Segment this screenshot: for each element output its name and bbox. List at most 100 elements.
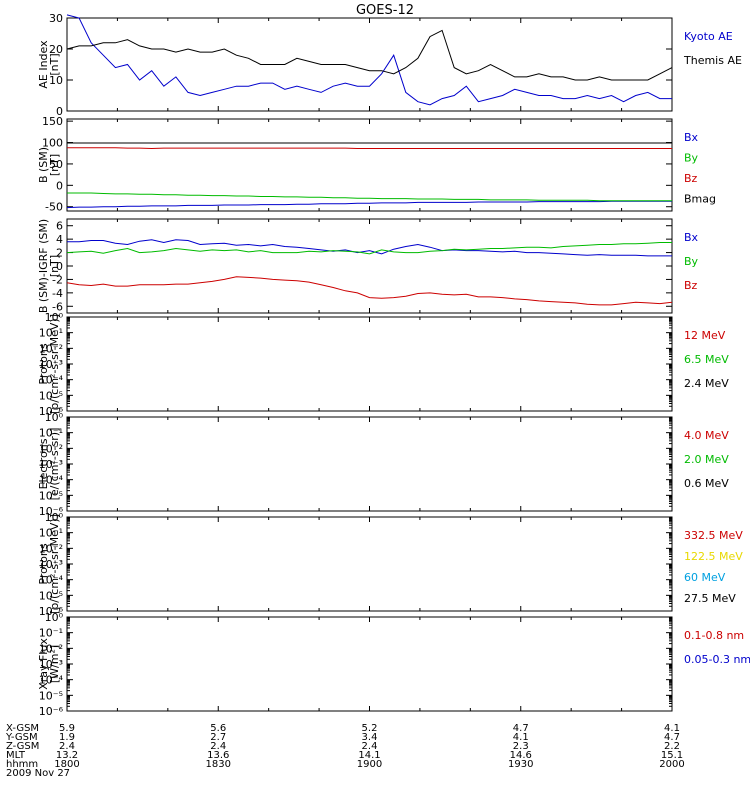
axis-value: 4.1 — [664, 723, 680, 734]
axis-value: 2.3 — [513, 741, 529, 752]
y-tick-label: 10⁻² — [39, 442, 63, 455]
axis-value: 2.4 — [59, 741, 75, 752]
y-tick-label: 10⁰ — [45, 511, 64, 524]
legend-item: 12 MeV — [684, 329, 726, 342]
y-tick-label: 0 — [56, 260, 63, 273]
legend-item: Bx — [684, 231, 699, 244]
series-line-bz — [66, 276, 673, 306]
y-tick-label: 10⁻⁴ — [39, 674, 64, 687]
legend-item: Bz — [684, 279, 698, 292]
legend-item: By — [684, 152, 699, 165]
y-axis-unit: [p/(cm²-s-sr-MeV)] — [48, 314, 61, 414]
y-tick-label: 10⁻¹ — [39, 627, 63, 640]
panel-frame — [66, 516, 673, 612]
axis-row-label: hhmm — [6, 759, 38, 770]
legend-item: Themis AE — [683, 54, 742, 67]
legend-item: By — [684, 255, 699, 268]
y-axis-label: B (SM)-IGRF (SM) — [37, 219, 50, 313]
y-axis-label: AE Index — [37, 40, 50, 89]
y-tick-label: 10⁻² — [39, 342, 63, 355]
legend-item: Bmag — [684, 193, 716, 206]
panel-frame — [66, 416, 673, 512]
y-tick-label: 50 — [49, 158, 63, 171]
y-tick-label: 10⁻⁵ — [39, 489, 63, 502]
y-tick-label: 10⁻⁵ — [39, 589, 63, 602]
y-tick-label: 10⁻¹ — [39, 427, 63, 440]
legend-item: 6.5 MeV — [684, 353, 729, 366]
y-tick-label: 10⁻⁵ — [39, 689, 63, 702]
axis-row-label: X-GSM — [6, 723, 39, 734]
axis-value: 4.1 — [513, 732, 529, 743]
axis-row-label: MLT — [6, 750, 26, 761]
axis-value: 1930 — [508, 759, 533, 770]
axis-value: 13.6 — [207, 750, 229, 761]
axis-value: 1.9 — [59, 732, 75, 743]
y-axis-unit: [e/(cm²-s-sr)] — [48, 428, 61, 501]
y-tick-label: 10⁻⁴ — [39, 574, 64, 587]
panel-frame — [66, 218, 673, 314]
legend-item: 332.5 MeV — [684, 529, 743, 542]
chart-title: GOES-12 — [356, 3, 414, 18]
y-axis-label: Xray Flux — [37, 638, 50, 690]
axis-value: 2.4 — [362, 741, 378, 752]
axis-value: 15.1 — [661, 750, 683, 761]
axis-value: 5.2 — [362, 723, 378, 734]
panel-electrons: 10⁰ 10⁻¹ 10⁻² 10⁻³ 10⁻⁴ 10⁻⁵ 10⁻⁶ Electrons[e/(… — [37, 411, 729, 518]
legend-item: 2.4 MeV — [684, 377, 729, 390]
panel-b: -50 0 50 100 150 B (SM)[nT] Bx By Bz Bmag — [37, 115, 716, 214]
y-axis-unit: [p/(cm²-s-sr-MeV)] — [48, 514, 61, 614]
y-tick-label: 2 — [56, 247, 63, 260]
y-axis-label: Protons — [37, 543, 50, 584]
y-tick-label: 10⁻³ — [39, 558, 63, 571]
y-tick-label: 100 — [42, 137, 63, 150]
y-tick-label: 10⁻² — [39, 642, 63, 655]
y-tick-label: 10⁰ — [45, 411, 64, 424]
y-tick-label: 30 — [49, 12, 63, 25]
y-tick-label: 10⁻⁶ — [39, 405, 64, 418]
series-line-kyoto-ae — [66, 14, 672, 106]
y-tick-label: -6 — [52, 300, 63, 313]
series-line-by — [66, 242, 672, 255]
legend-item: 0.05-0.3 nm — [684, 653, 750, 666]
panel-xray: 10⁰ 10⁻¹ 10⁻² 10⁻³ 10⁻⁴ 10⁻⁵ 10⁻⁶ Xray Flux[W/m… — [37, 611, 750, 718]
legend-item: 60 MeV — [684, 571, 726, 584]
y-tick-label: 10 — [49, 74, 63, 87]
y-tick-label: 10⁻⁶ — [39, 605, 64, 618]
panel-frame — [66, 316, 673, 412]
axis-value: 14.6 — [510, 750, 532, 761]
y-axis-label: Electrons — [37, 438, 50, 489]
legend-item: Bx — [684, 131, 699, 144]
axis-value: 1800 — [54, 759, 79, 770]
axis-value: 2.2 — [664, 741, 680, 752]
y-tick-label: 6 — [56, 220, 63, 233]
legend-item: Kyoto AE — [684, 30, 733, 43]
y-tick-label: 10⁻¹ — [39, 327, 63, 340]
axis-value: 3.4 — [362, 732, 378, 743]
y-axis-unit: [nT] — [48, 255, 61, 277]
panel-protons2: 10⁰ 10⁻¹ 10⁻² 10⁻³ 10⁻⁴ 10⁻⁵ 10⁻⁶ Protons[p/(cm… — [37, 511, 743, 618]
axis-row-label: Z-GSM — [6, 741, 39, 752]
y-tick-label: 10⁻² — [39, 542, 63, 555]
y-tick-label: 20 — [49, 43, 63, 56]
axis-value: 2.7 — [210, 732, 226, 743]
series-line-themis-ae — [66, 29, 673, 81]
axis-value: 5.9 — [59, 723, 75, 734]
y-tick-label: -4 — [52, 287, 63, 300]
axis-value: 13.2 — [56, 750, 78, 761]
y-tick-label: -2 — [52, 273, 63, 286]
legend-item: 2.0 MeV — [684, 453, 729, 466]
y-tick-label: 10⁻⁶ — [39, 705, 64, 718]
y-tick-label: 0 — [56, 179, 63, 192]
y-tick-label: -50 — [45, 201, 63, 214]
axis-value: 14.1 — [358, 750, 380, 761]
axis-value: 1830 — [206, 759, 231, 770]
axis-value: 4.7 — [513, 723, 529, 734]
axis-date: 2009 Nov 27 — [6, 768, 70, 779]
axis-value: 1900 — [357, 759, 382, 770]
legend-item: 27.5 MeV — [684, 592, 736, 605]
y-tick-label: 10⁻⁶ — [39, 505, 64, 518]
y-tick-label: 10⁰ — [45, 311, 64, 324]
y-tick-label: 0 — [56, 105, 63, 118]
y-tick-label: 10⁻¹ — [39, 527, 63, 540]
